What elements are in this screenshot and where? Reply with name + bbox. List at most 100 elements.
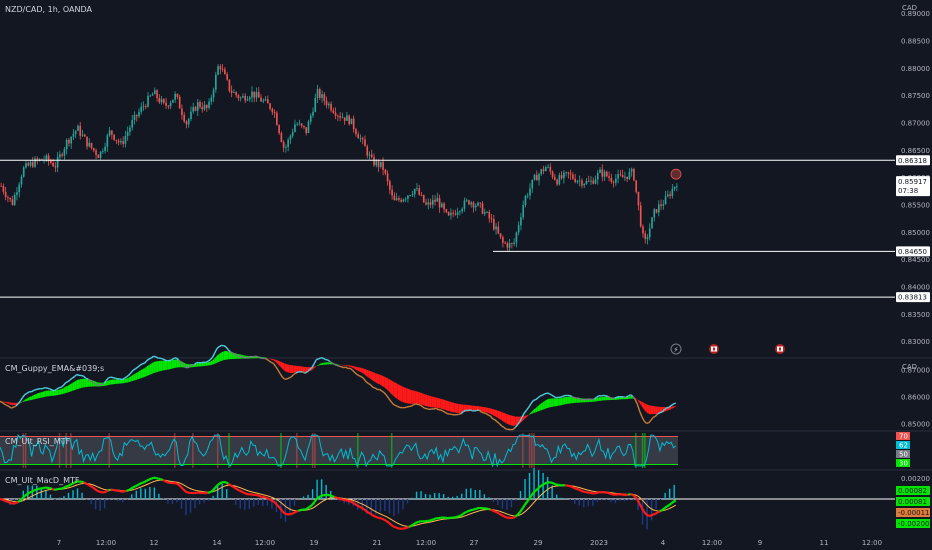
- time-axis[interactable]: 7 12:00 12 14 12:00 19 21 12:00 27 29 2023 4 12:00 9 1…: [57, 539, 882, 547]
- candle-body: [511, 243, 513, 244]
- rsi-overbought-bar: [216, 433, 219, 468]
- guppy-fast-line: [600, 394, 604, 397]
- guppy-ribbon-segment: [174, 359, 177, 369]
- guppy-fast-line: [422, 406, 426, 409]
- macd-line-segment: [354, 503, 358, 507]
- guppy-fast-line: [410, 404, 414, 407]
- candle-body: [221, 69, 224, 70]
- candle-body: [596, 172, 599, 180]
- candle-body: [502, 237, 504, 243]
- guppy-ribbon-segment: [540, 402, 543, 411]
- candle-body: [563, 172, 565, 179]
- macd-line-segment: [308, 504, 313, 508]
- candle-body: [517, 225, 520, 233]
- guppy-ribbon-segment: [485, 407, 489, 414]
- macd-line-segment: [182, 488, 187, 493]
- guppy-fast-line: [444, 411, 448, 415]
- macd-line-segment: [227, 482, 232, 487]
- candle-body: [429, 202, 432, 205]
- guppy-ribbon-segment: [544, 399, 547, 409]
- guppy-ribbon-segment: [291, 365, 294, 374]
- candle-body: [402, 199, 405, 202]
- macd-value-label: 0.00082: [898, 487, 927, 495]
- guppy-fast-line: [670, 403, 674, 407]
- candle-body: [208, 101, 210, 108]
- macd-line-segment: [569, 484, 573, 488]
- lightning-icon[interactable]: ⚡: [670, 343, 682, 355]
- candle-body: [174, 93, 176, 100]
- macd-histogram-bar: [415, 491, 418, 499]
- candle-body: [465, 200, 468, 202]
- rsi-band-tag: [896, 450, 910, 458]
- guppy-ribbon-segment: [352, 365, 355, 369]
- candle-body: [97, 154, 100, 159]
- candle-body: [56, 157, 59, 168]
- guppy-ribbon-segment: [81, 378, 84, 388]
- guppy-fast-line: [71, 375, 75, 379]
- guppy-fast-line: [392, 403, 396, 407]
- rsi-oversold-bar: [635, 433, 637, 468]
- candle-body: [499, 233, 502, 238]
- guppy-fast-line: [514, 424, 519, 428]
- macd-line-segment: [124, 489, 127, 493]
- guppy-fast-line: [542, 393, 546, 396]
- macd-histogram-bar: [54, 499, 56, 500]
- macd-line-segment: [372, 514, 376, 518]
- candle-body: [497, 226, 500, 234]
- guppy-ribbon-segment: [151, 362, 154, 375]
- candle-body: [434, 199, 436, 202]
- candle-body: [251, 91, 253, 98]
- guppy-ribbon-segment: [411, 389, 414, 404]
- candle-body: [603, 171, 606, 177]
- macd-line-segment: [295, 509, 299, 513]
- guppy-fast-line: [419, 404, 424, 408]
- guppy-ribbon-segment: [603, 396, 606, 401]
- guppy-fast-line: [288, 376, 292, 379]
- macd-histogram-bar: [555, 494, 558, 499]
- guppy-ribbon-segment: [406, 388, 410, 404]
- guppy-ribbon-segment: [144, 366, 147, 377]
- canada-flag-icon-2[interactable]: [775, 344, 785, 354]
- macd-line-segment: [26, 491, 31, 496]
- candle-body: [454, 213, 457, 215]
- candle-body: [269, 103, 271, 109]
- macd-histogram-bar: [176, 499, 178, 503]
- candle-body: [375, 160, 378, 166]
- canada-flag-icon[interactable]: [709, 344, 719, 354]
- guppy-ribbon-segment: [375, 372, 378, 384]
- guppy-ribbon-segment: [379, 374, 382, 386]
- guppy-fast-line: [19, 397, 24, 402]
- candle-body: [515, 232, 518, 243]
- rsi-band-label: 50: [899, 451, 908, 459]
- rsi-overbought-bar: [70, 433, 72, 468]
- macd-histogram-bar: [117, 499, 119, 501]
- guppy-ema-pane[interactable]: 0.87000 0.86000 0.85000 CM_Guppy_EMA&#039;…: [0, 344, 930, 431]
- candle-body: [468, 200, 470, 205]
- macd-line-segment: [184, 490, 189, 494]
- candle-body: [142, 106, 145, 108]
- guppy-fast-line: [291, 373, 295, 378]
- candle-body: [495, 226, 497, 230]
- guppy-fast-line: [388, 397, 392, 402]
- candle-body: [653, 209, 656, 218]
- macd-histogram-bar: [103, 499, 106, 509]
- price-tick-label: 0.86500: [901, 147, 930, 155]
- candle-body: [212, 89, 215, 98]
- macd-line-segment: [175, 482, 180, 486]
- macd-histogram-bar: [90, 499, 92, 505]
- guppy-ribbon-segment: [171, 359, 175, 369]
- guppy-ribbon-segment: [368, 370, 371, 379]
- rsi-overbought-bar: [24, 433, 27, 468]
- macd-line-segment: [369, 512, 374, 517]
- guppy-fast-line: [230, 351, 234, 354]
- candle-body: [224, 69, 226, 75]
- guppy-ribbon-segment: [108, 379, 111, 386]
- guppy-fast-line: [668, 404, 672, 408]
- guppy-fast-line: [207, 359, 211, 362]
- macd-histogram-bar: [135, 490, 137, 499]
- price-pane[interactable]: 0.86318 0.84650 0.83813 0.89000 0.88500 0.88…: [0, 4, 930, 355]
- macd-line-segment: [645, 513, 650, 517]
